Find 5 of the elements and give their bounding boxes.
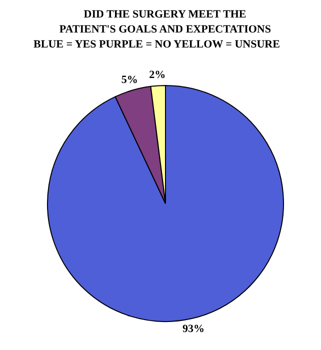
data-label: 93%	[182, 323, 205, 336]
data-label: 2%	[149, 69, 166, 82]
chart-subtitle: BLUE = YES PURPLE = NO YELLOW = UNSURE	[34, 38, 280, 50]
data-label: 5%	[121, 74, 138, 86]
chart-title: DID THE SURGERY MEET THE PATIENT'S GOALS AND EXPECTATIONS	[59, 8, 271, 36]
